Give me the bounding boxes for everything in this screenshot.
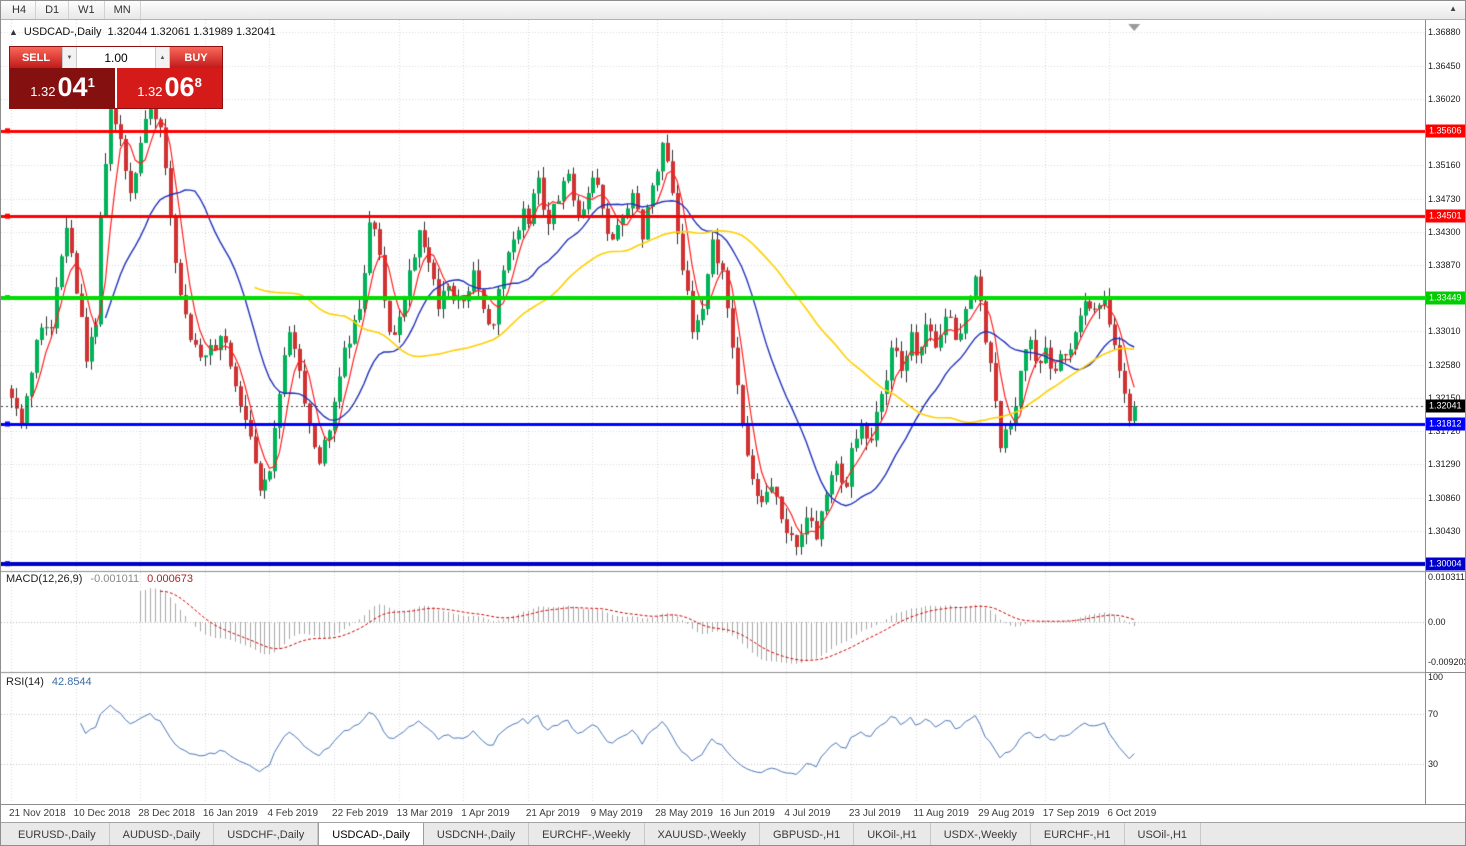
- chart-tab-eurchf-weekly[interactable]: EURCHF-,Weekly: [529, 823, 645, 845]
- sell-button[interactable]: SELL: [10, 47, 62, 68]
- buy-price-pipette: 8: [194, 75, 202, 90]
- buy-price-pips: 06: [164, 72, 195, 102]
- macd-indicator-label: MACD(12,26,9) -0.001011 0.000673: [6, 573, 193, 585]
- price-scale: 1.368801.364501.360201.355901.351601.347…: [1425, 20, 1466, 804]
- date-label: 23 Jul 2019: [848, 808, 901, 819]
- panel-separator: [1426, 571, 1465, 572]
- rsi-indicator-label: RSI(14) 42.8544: [6, 676, 92, 688]
- chart-tab-eurusd-daily[interactable]: EURUSD-,Daily: [5, 823, 110, 845]
- chart-tab-audusd-daily[interactable]: AUDUSD-,Daily: [110, 823, 215, 845]
- chart-tabs-bar: EURUSD-,Daily AUDUSD-,Daily USDCHF-,Daily U…: [1, 822, 1465, 845]
- sell-price-pipette: 1: [87, 75, 95, 90]
- macd-scale-label: -0.009203: [1428, 657, 1466, 668]
- price-scale-label: 1.35160: [1428, 160, 1461, 171]
- price-tag: 1.32041: [1426, 399, 1465, 413]
- date-label: 9 May 2019: [590, 808, 643, 819]
- date-label: 29 Aug 2019: [978, 808, 1035, 819]
- chart-tab-ukoil-h1[interactable]: UKOil-,H1: [854, 823, 931, 845]
- price-scale-label: 1.33870: [1428, 259, 1461, 270]
- timeframe-button-d1[interactable]: D1: [36, 1, 70, 19]
- price-scale-label: 1.30430: [1428, 525, 1461, 536]
- date-label: 16 Jun 2019: [719, 808, 775, 819]
- sell-price-pips: 04: [57, 72, 88, 102]
- trade-controls-row: SELL ▼ 1.00 ▲ BUY: [10, 47, 222, 68]
- timeframe-button-mn[interactable]: MN: [105, 1, 141, 19]
- volume-input[interactable]: 1.00: [77, 47, 155, 68]
- date-label: 1 Apr 2019: [461, 808, 510, 819]
- date-label: 21 Nov 2018: [9, 808, 66, 819]
- price-scale-label: 1.31720: [1428, 426, 1461, 437]
- buy-button[interactable]: BUY: [170, 47, 222, 68]
- macd-scale-label: 0.010311: [1428, 572, 1465, 583]
- sell-price-bigfigure: 1.32: [30, 84, 56, 99]
- rsi-scale-label: 100: [1428, 672, 1444, 682]
- price-tag: 1.33449: [1426, 291, 1465, 304]
- price-scale-label: 1.30860: [1428, 492, 1461, 503]
- date-label: 4 Jul 2019: [784, 808, 831, 819]
- chart-ohlc-values: 1.32044 1.32061 1.31989 1.32041: [107, 26, 276, 38]
- date-axis: 21 Nov 2018 10 Dec 2018 28 Dec 2018 16 Jan …: [1, 804, 1465, 822]
- chart-area: 1.368801.364501.360201.355901.351601.347…: [1, 20, 1466, 822]
- price-scale-label: 1.32580: [1428, 359, 1461, 370]
- date-label: 28 May 2019: [655, 808, 713, 819]
- price-scale-label: 1.34300: [1428, 226, 1461, 237]
- buy-price-display[interactable]: 1.32 06 8: [117, 68, 222, 108]
- chart-tab-usdchf-daily[interactable]: USDCHF-,Daily: [214, 823, 319, 845]
- one-click-toggle-icon[interactable]: ▲: [9, 27, 18, 37]
- date-label: 28 Dec 2018: [138, 808, 195, 819]
- date-label: 17 Sep 2019: [1042, 808, 1100, 819]
- price-scale-label: 1.33010: [1428, 326, 1461, 337]
- macd-value: -0.001011: [90, 573, 140, 585]
- chart-tab-usdx-weekly[interactable]: USDX-,Weekly: [931, 823, 1031, 845]
- date-label: 11 Aug 2019: [913, 808, 969, 819]
- price-scale-label: 1.31290: [1428, 459, 1461, 470]
- price-scale-label: 1.34730: [1428, 193, 1461, 204]
- chart-tab-usdcad-daily[interactable]: USDCAD-,Daily: [318, 823, 424, 845]
- date-label: 21 Apr 2019: [525, 808, 580, 819]
- chart-tab-usdcnh-daily[interactable]: USDCNH-,Daily: [424, 823, 530, 845]
- price-scale-label: 1.36450: [1428, 60, 1461, 71]
- price-tag: 1.30004: [1426, 557, 1465, 571]
- candlestick-chart-canvas[interactable]: [1, 20, 1425, 804]
- macd-scale-label: 0.00: [1428, 617, 1446, 628]
- rsi-name: RSI(14): [6, 676, 44, 688]
- date-label: 10 Dec 2018: [73, 808, 131, 819]
- rsi-scale-label: 30: [1428, 758, 1439, 769]
- volume-down-button[interactable]: ▼: [62, 47, 77, 68]
- timeframe-button-h4[interactable]: H4: [3, 1, 37, 19]
- price-scale-label: 1.36020: [1428, 93, 1461, 104]
- chart-tab-usoil-h1[interactable]: USOil-,H1: [1125, 823, 1202, 845]
- date-label: 4 Feb 2019: [267, 808, 319, 819]
- rsi-scale-label: 70: [1428, 709, 1439, 720]
- toolbar-overflow-button[interactable]: ▲: [1449, 4, 1457, 13]
- sell-price-display[interactable]: 1.32 04 1: [10, 68, 117, 108]
- price-tag: 1.35606: [1426, 124, 1465, 138]
- chart-tab-xauusd-weekly[interactable]: XAUUSD-,Weekly: [645, 823, 760, 845]
- chart-symbol-period: USDCAD-,Daily: [23, 26, 102, 38]
- chart-title: ▲ USDCAD-,Daily 1.32044 1.32061 1.31989 …: [9, 26, 276, 38]
- buy-price-bigfigure: 1.32: [137, 84, 163, 99]
- price-scale-label: 1.32150: [1428, 392, 1461, 403]
- trade-prices-row: 1.32 04 1 1.32 06 8: [10, 68, 222, 108]
- chart-tab-gbpusd-h1[interactable]: GBPUSD-,H1: [760, 823, 855, 845]
- price-tag: 1.31812: [1426, 417, 1465, 431]
- date-label: 22 Feb 2019: [332, 808, 389, 819]
- price-tag: 1.34501: [1426, 209, 1465, 223]
- timeframe-button-w1[interactable]: W1: [69, 1, 105, 19]
- date-label: 16 Jan 2019: [202, 808, 258, 819]
- macd-signal-value: 0.000673: [147, 573, 194, 585]
- rsi-value: 42.8544: [51, 676, 92, 688]
- date-label: 13 Mar 2019: [396, 808, 453, 819]
- chart-tab-eurchf-h1[interactable]: EURCHF-,H1: [1031, 823, 1125, 845]
- price-scale-label: 1.36880: [1428, 27, 1461, 38]
- panel-separator: [1426, 672, 1465, 673]
- date-label: 6 Oct 2019: [1107, 808, 1157, 819]
- volume-up-button[interactable]: ▲: [155, 47, 170, 68]
- macd-name: MACD(12,26,9): [6, 573, 83, 585]
- one-click-trading-panel: SELL ▼ 1.00 ▲ BUY 1.32 04 1 1.32 06 8: [9, 46, 223, 109]
- timeframe-button-group: H4 D1 W1 MN: [1, 1, 141, 19]
- timeframe-toolbar: H4 D1 W1 MN ▲: [1, 1, 1465, 20]
